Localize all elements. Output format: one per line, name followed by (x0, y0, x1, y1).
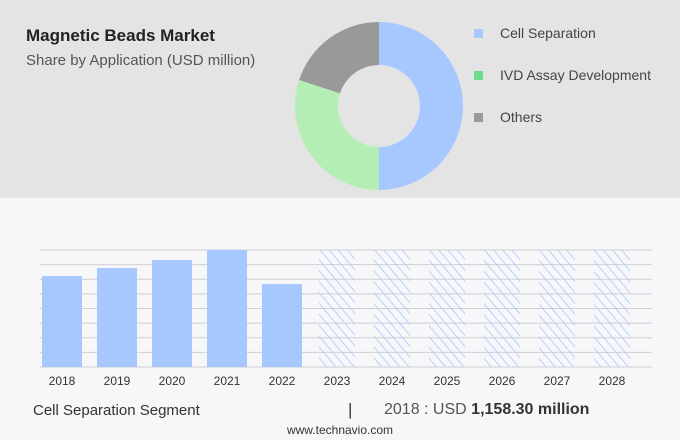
legend-label: Others (500, 109, 543, 125)
x-tick-label: 2027 (544, 374, 571, 388)
bar (207, 250, 247, 367)
forecast-bar (539, 250, 575, 367)
legend-item: Others (474, 96, 651, 138)
highlight-amount: 1,158.30 million (471, 401, 590, 418)
forecast-bar (374, 250, 410, 367)
x-tick-label: 2023 (324, 374, 351, 388)
pie-slice (299, 21, 379, 94)
bar (42, 276, 82, 367)
legend-swatch (474, 70, 483, 80)
forecast-bar (594, 250, 630, 367)
x-tick-label: 2025 (434, 374, 461, 388)
chart-title: Magnetic Beads Market (26, 26, 215, 45)
highlight-value: 2018 : USD 1,158.30 million (384, 401, 589, 419)
x-tick-label: 2018 (49, 374, 76, 388)
legend: Cell Separation IVD Assay Development Ot… (474, 12, 651, 138)
bar (152, 260, 192, 367)
bar (97, 268, 137, 367)
legend-label: Cell Separation (500, 25, 596, 41)
legend-item: Cell Separation (474, 12, 651, 54)
x-tick-label: 2020 (159, 374, 186, 388)
x-tick-label: 2022 (269, 374, 296, 388)
segment-label: Cell Separation Segment (33, 402, 200, 419)
separator: | (348, 400, 353, 419)
pie-slice (295, 80, 379, 190)
forecast-bar (319, 250, 355, 367)
forecast-bar (429, 250, 465, 367)
x-tick-label: 2024 (379, 374, 406, 388)
bar (262, 284, 302, 367)
legend-label: IVD Assay Development (500, 67, 651, 83)
legend-swatch (474, 28, 483, 38)
x-tick-label: 2021 (214, 374, 241, 388)
forecast-bar (484, 250, 520, 367)
footer-url: www.technavio.com (286, 423, 394, 437)
x-tick-label: 2026 (489, 374, 516, 388)
highlight-prefix: 2018 : USD (384, 401, 467, 418)
x-tick-label: 2019 (104, 374, 131, 388)
x-tick-label: 2028 (599, 374, 626, 388)
chart-subtitle: Share by Application (USD million) (26, 52, 256, 69)
legend-item: IVD Assay Development (474, 54, 651, 96)
pie-slice (379, 22, 463, 190)
legend-swatch (474, 112, 483, 122)
